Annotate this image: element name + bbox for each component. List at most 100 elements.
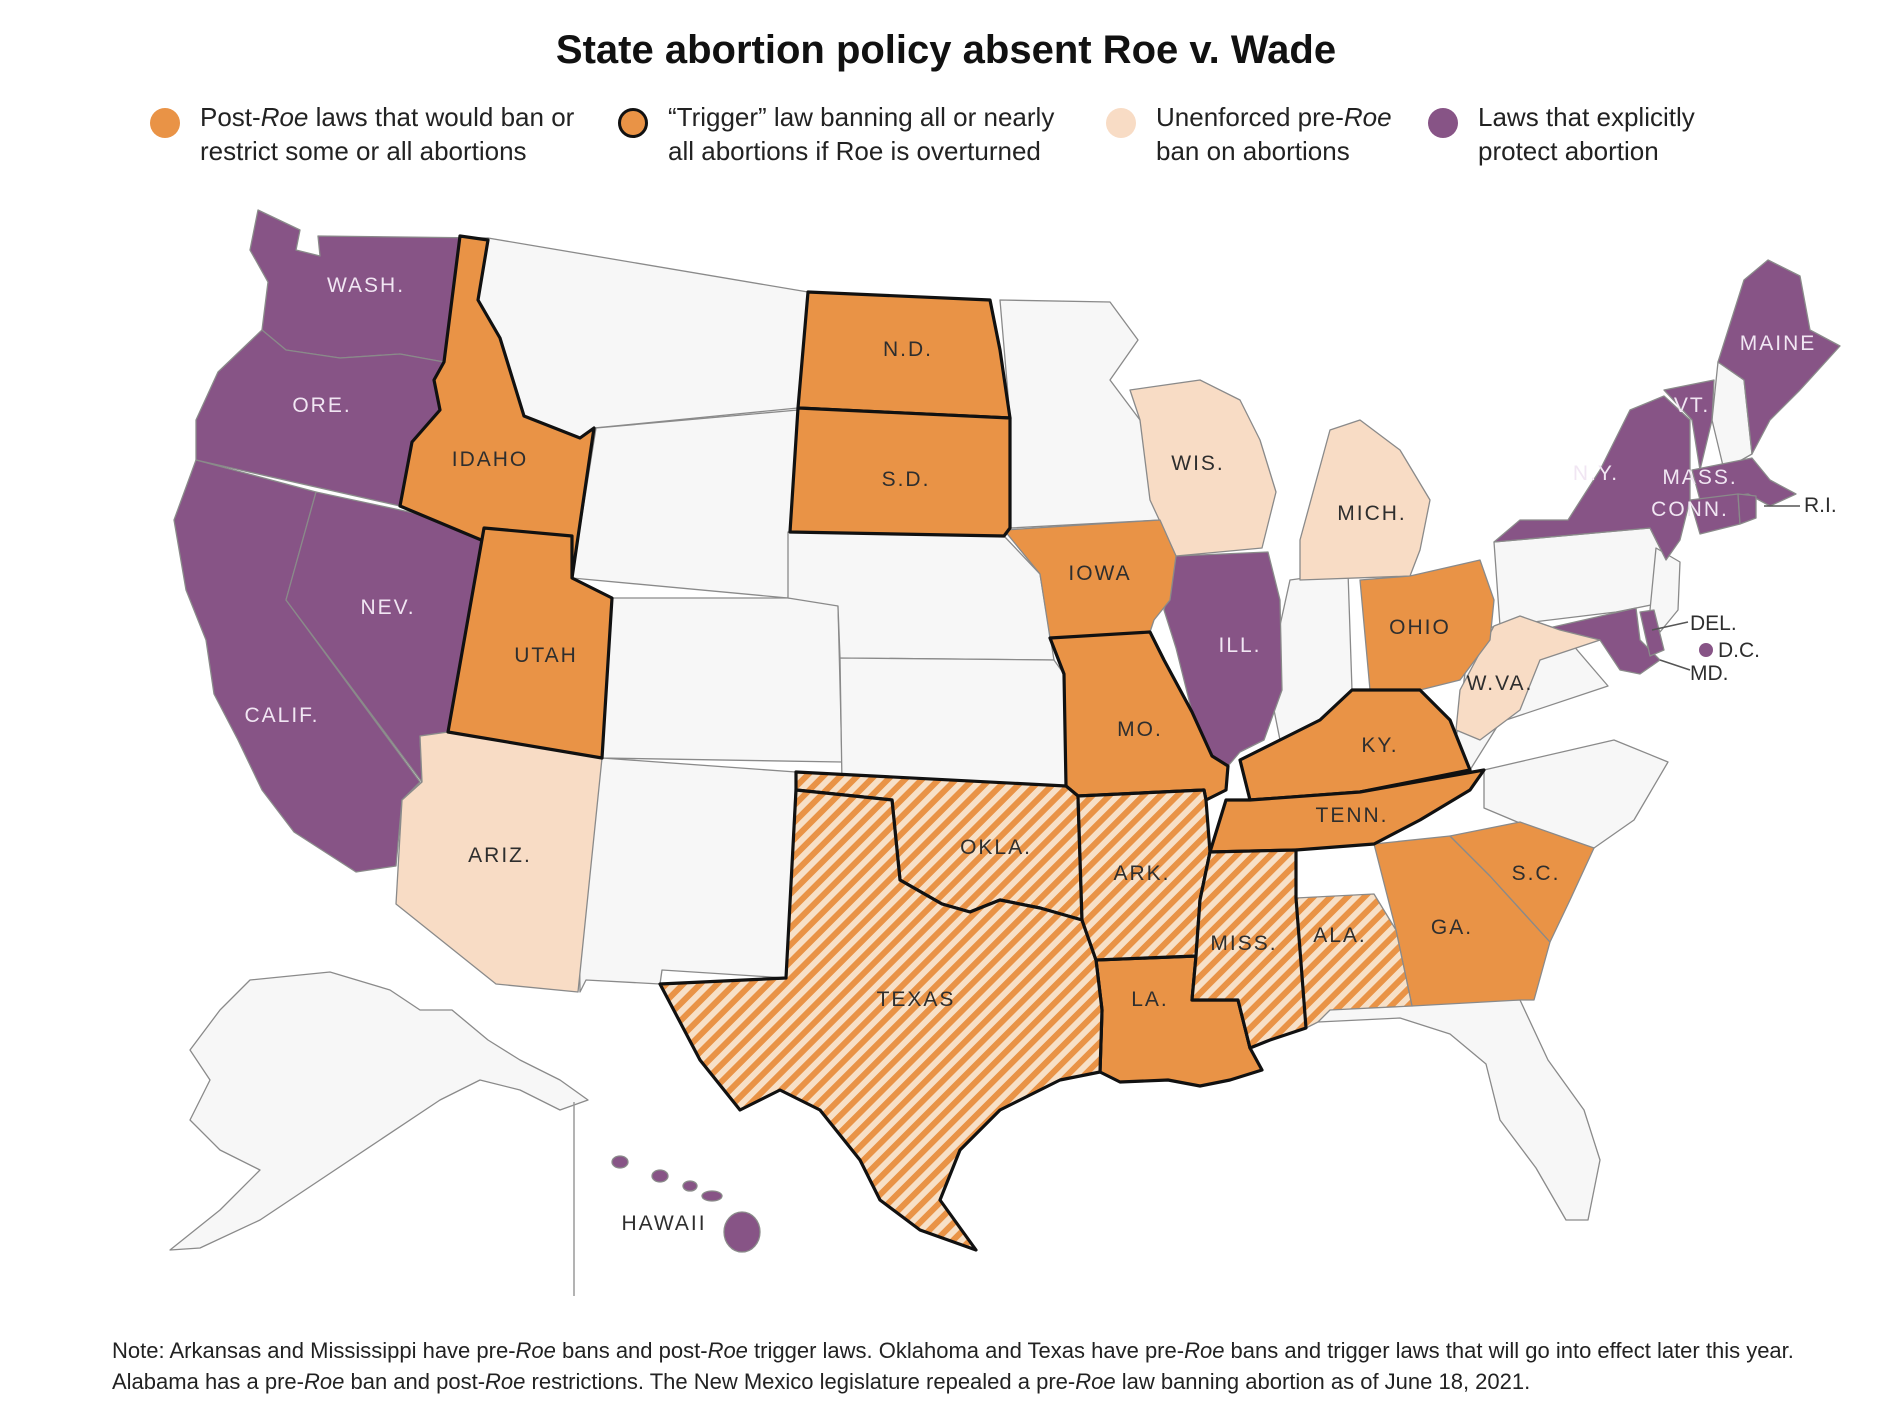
legend-swatch-unenforced	[1106, 108, 1136, 138]
label-ill: ILL.	[1218, 634, 1261, 657]
footnote-text: ban and post-	[344, 1369, 486, 1394]
state-south-dakota	[788, 406, 1012, 538]
footnote-text: law banning abortion as of June 18, 2021…	[1115, 1369, 1531, 1394]
label-ore: ORE.	[292, 394, 351, 417]
label-sd: S.D.	[882, 468, 931, 491]
label-iowa: IOWA	[1068, 562, 1131, 585]
footnote-emphasis: Roe	[304, 1369, 345, 1394]
footnote-text: Note: Arkansas and Mississippi have pre-	[112, 1338, 516, 1363]
footnote-text: restrictions. The New Mexico legislature…	[525, 1369, 1076, 1394]
label-ri: R.I.	[1804, 494, 1837, 517]
state-north-carolina	[1483, 739, 1669, 849]
state-texas	[658, 788, 1104, 1252]
label-ky: KY.	[1361, 734, 1398, 757]
label-conn: CONN.	[1651, 498, 1729, 521]
legend-item-trigger: “Trigger” law banning all or nearly all …	[618, 100, 1054, 168]
footnote-text: trigger laws. Oklahoma and Texas have pr…	[747, 1338, 1185, 1363]
state-montana	[477, 237, 809, 439]
hatched-states	[1295, 893, 1413, 1029]
label-hawaii: HAWAII	[621, 1212, 706, 1235]
label-dc: D.C.	[1718, 639, 1760, 662]
state-arizona	[395, 731, 603, 993]
legend-swatch-protect	[1428, 108, 1458, 138]
page-title: State abortion policy absent Roe v. Wade	[555, 28, 1337, 72]
state-idaho	[398, 234, 596, 580]
legend: Post-Roe laws that would ban or restrict…	[150, 100, 1770, 180]
state-mississippi	[1190, 848, 1308, 1050]
label-ala: ALA.	[1313, 924, 1367, 947]
label-del: DEL.	[1690, 612, 1737, 635]
state-vermont	[1663, 379, 1715, 471]
label-wis: WIS.	[1171, 452, 1225, 475]
label-miss: MISS.	[1210, 932, 1277, 955]
dc-dot	[1699, 643, 1713, 657]
footnote-emphasis: Roe	[1184, 1338, 1225, 1363]
label-ark: ARK.	[1113, 862, 1170, 885]
legend-item-unenforced: Unenforced pre-Roe ban on abortions	[1106, 100, 1392, 168]
label-sc: S.C.	[1512, 862, 1561, 885]
us-map: WASH. ORE. CALIF. NEV. IDAHO UTAH ARIZ. …	[169, 209, 1841, 1296]
footnote-text: bans and post-	[555, 1338, 708, 1363]
legend-label-trigger: “Trigger” law banning all or nearly all …	[668, 102, 1055, 166]
legend-item-protect: Laws that explicitly protect abortion	[1428, 100, 1695, 168]
label-vt: VT.	[1674, 394, 1710, 417]
legend-swatch-post-roe	[150, 108, 180, 138]
state-north-dakota	[796, 290, 1012, 420]
state-west-virginia	[1455, 615, 1601, 741]
label-idaho: IDAHO	[452, 448, 529, 471]
state-minnesota	[999, 299, 1161, 529]
label-maine: MAINE	[1740, 332, 1817, 355]
hawaii-islands	[611, 1155, 761, 1253]
label-calif: CALIF.	[244, 704, 319, 727]
label-ga: GA.	[1431, 916, 1473, 939]
label-mich: MICH.	[1337, 502, 1407, 525]
label-ariz: ARIZ.	[468, 844, 532, 867]
state-new-york	[1493, 395, 1691, 561]
label-nd: N.D.	[883, 338, 933, 361]
label-ny: N.Y.	[1573, 462, 1619, 485]
footnote-text: bans and trigger laws that will go into …	[112, 1338, 1794, 1394]
label-ohio: OHIO	[1389, 616, 1451, 639]
legend-item-post-roe: Post-Roe laws that would ban or restrict…	[150, 100, 574, 168]
state-delaware	[1639, 609, 1665, 657]
state-kansas	[839, 657, 1067, 787]
unenforced-states	[395, 379, 1601, 993]
state-florida	[1305, 999, 1601, 1221]
state-new-mexico	[577, 757, 797, 993]
state-utah	[446, 526, 614, 760]
label-nev: NEV.	[360, 596, 415, 619]
footnote-emphasis: Roe	[515, 1338, 556, 1363]
state-wyoming	[571, 409, 799, 599]
label-wash: WASH.	[327, 274, 405, 297]
footnote: Note: Arkansas and Mississippi have pre-…	[112, 1335, 1832, 1397]
legend-swatch-trigger	[618, 108, 648, 138]
legend-label-unenforced: Unenforced pre-Roe ban on abortions	[1156, 102, 1392, 166]
state-rhode-island	[1737, 493, 1757, 525]
state-maine	[1717, 259, 1841, 455]
state-new-jersey	[1649, 547, 1681, 633]
label-mass: MASS.	[1662, 466, 1737, 489]
protect-states	[173, 209, 1841, 1253]
label-texas: TEXAS	[877, 988, 956, 1011]
state-wisconsin	[1129, 379, 1277, 557]
state-michigan	[1299, 419, 1431, 581]
footnote-emphasis: Roe	[1075, 1369, 1116, 1394]
trigger-states	[398, 234, 1486, 1252]
label-utah: UTAH	[514, 644, 578, 667]
footnote-emphasis: Roe	[485, 1369, 526, 1394]
label-la: LA.	[1131, 988, 1169, 1011]
label-tenn: TENN.	[1316, 804, 1389, 827]
legend-label-post-roe: Post-Roe laws that would ban or restrict…	[200, 102, 575, 166]
label-mo: MO.	[1117, 718, 1163, 741]
state-south-carolina	[1449, 821, 1595, 943]
state-pennsylvania	[1493, 527, 1667, 627]
label-md: MD.	[1690, 662, 1729, 685]
label-okla: OKLA.	[960, 836, 1032, 859]
footnote-emphasis: Roe	[707, 1338, 748, 1363]
state-colorado	[601, 597, 843, 763]
callout-lines	[1651, 505, 1800, 671]
post-roe-states	[1003, 519, 1595, 1007]
state-iowa	[1003, 519, 1177, 639]
state-alaska	[169, 971, 589, 1251]
state-alabama	[1295, 893, 1413, 1029]
